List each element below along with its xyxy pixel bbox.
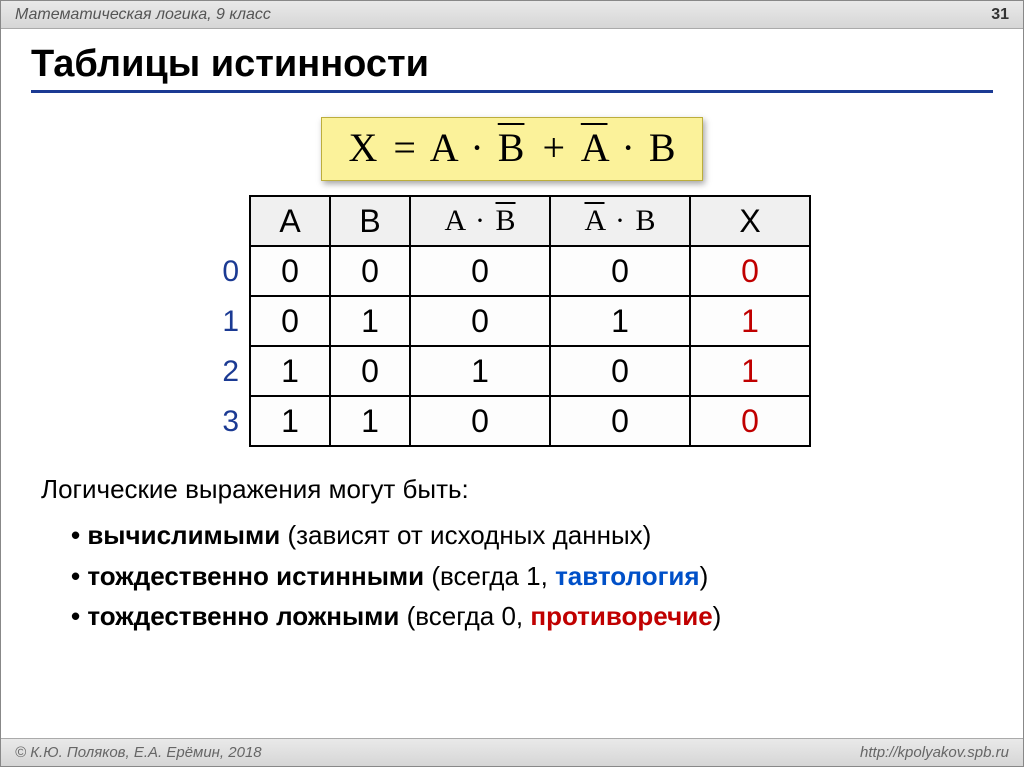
table-body: 0 0 0 0 0 0 1 0 1 1 1 0	[250, 246, 810, 446]
cell: 1	[250, 396, 330, 446]
cell: 1	[250, 346, 330, 396]
table-row: 0 1 0 1 1	[250, 296, 810, 346]
cell: 1	[330, 396, 410, 446]
note-post: )	[700, 561, 709, 591]
col-header-e2: A · B	[550, 196, 690, 246]
row-index: 2	[213, 347, 239, 397]
e2-a: A	[584, 204, 604, 237]
formula-wrap: X = A · B + A · B	[31, 117, 993, 181]
title-area: Таблицы истинности	[1, 29, 1023, 99]
page-title: Таблицы истинности	[31, 43, 993, 93]
formula-t1dot: ·	[466, 125, 487, 170]
footer-left: © К.Ю. Поляков, Е.А. Ерёмин, 2018	[15, 744, 262, 761]
notes-intro: Логические выражения могут быть:	[41, 469, 993, 509]
note-keyword: противоречие	[530, 601, 712, 631]
table-header-row: A B A · B A · B X	[250, 196, 810, 246]
cell-x: 0	[690, 396, 810, 446]
formula-lhs: X	[348, 125, 377, 170]
list-item: вычислимыми (зависят от исходных данных)	[71, 515, 993, 555]
page-header: Математическая логика, 9 класс 31	[1, 1, 1023, 29]
formula-t2a: A	[581, 125, 608, 170]
row-index: 1	[213, 297, 239, 347]
note-bold: вычислимыми	[87, 520, 280, 550]
header-left: Математическая логика, 9 класс	[15, 6, 271, 24]
cell: 1	[330, 296, 410, 346]
cell: 0	[410, 246, 550, 296]
page-number: 31	[991, 6, 1009, 24]
e2-dot: ·	[612, 204, 628, 237]
cell: 0	[250, 246, 330, 296]
note-bold: тождественно ложными	[87, 601, 399, 631]
cell: 0	[410, 396, 550, 446]
note-pre: (всегда 0,	[399, 601, 530, 631]
note-bold: тождественно истинными	[87, 561, 424, 591]
cell: 0	[330, 246, 410, 296]
formula-box: X = A · B + A · B	[321, 117, 702, 181]
footer-right: http://kpolyakov.spb.ru	[860, 744, 1009, 761]
truth-table-wrap: 0 1 2 3 A B A · B A	[31, 195, 993, 447]
col-header-e1: A · B	[410, 196, 550, 246]
formula-eq: =	[387, 125, 422, 170]
truth-table: A B A · B A · B X	[249, 195, 811, 447]
cell: 0	[550, 396, 690, 446]
col-header-x: X	[690, 196, 810, 246]
page-footer: © К.Ю. Поляков, Е.А. Ерёмин, 2018 http:/…	[1, 738, 1023, 766]
e1-a: A	[444, 204, 464, 237]
row-index: 0	[213, 247, 239, 297]
note-post: )	[713, 601, 722, 631]
cell: 1	[410, 346, 550, 396]
e2-b: B	[636, 204, 656, 237]
formula-plus: +	[534, 125, 573, 170]
cell: 0	[550, 246, 690, 296]
list-item: тождественно истинными (всегда 1, тавтол…	[71, 556, 993, 596]
cell: 0	[330, 346, 410, 396]
cell: 1	[550, 296, 690, 346]
table-row: 1 1 0 0 0	[250, 396, 810, 446]
row-indices: 0 1 2 3	[213, 195, 239, 447]
row-index: 3	[213, 397, 239, 447]
cell: 0	[250, 296, 330, 346]
col-header-b: B	[330, 196, 410, 246]
formula-t2dot: ·	[617, 125, 638, 170]
content: X = A · B + A · B 0 1 2 3 A B	[1, 99, 1023, 636]
cell: 0	[550, 346, 690, 396]
note-pre: (всегда 1,	[424, 561, 555, 591]
cell-x: 0	[690, 246, 810, 296]
cell-x: 1	[690, 346, 810, 396]
formula-t1b: B	[498, 125, 525, 170]
notes-list: вычислимыми (зависят от исходных данных)…	[41, 515, 993, 636]
col-header-a: A	[250, 196, 330, 246]
list-item: тождественно ложными (всегда 0, противор…	[71, 596, 993, 636]
formula-t1a: A	[430, 125, 457, 170]
cell-x: 1	[690, 296, 810, 346]
note-keyword: тавтология	[555, 561, 700, 591]
table-row: 1 0 1 0 1	[250, 346, 810, 396]
cell: 0	[410, 296, 550, 346]
note-rest: (зависят от исходных данных)	[280, 520, 651, 550]
notes: Логические выражения могут быть: вычисли…	[31, 469, 993, 636]
e1-b: B	[496, 204, 516, 237]
table-row: 0 0 0 0 0	[250, 246, 810, 296]
e1-dot: ·	[472, 204, 488, 237]
formula-t2b: B	[649, 125, 676, 170]
